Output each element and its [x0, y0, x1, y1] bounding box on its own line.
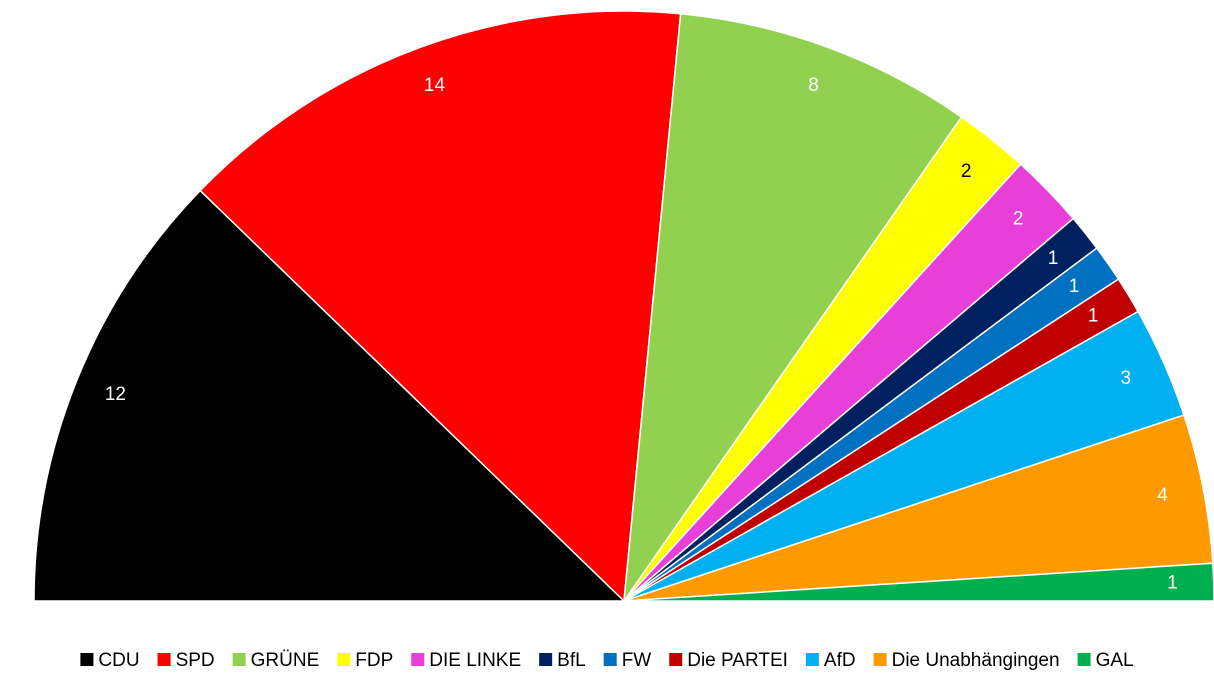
data-label: 2 [961, 161, 972, 182]
legend-swatch [873, 653, 887, 666]
legend-swatch [539, 653, 553, 666]
legend-label: Die PARTEI [687, 650, 788, 671]
data-label: 1 [1088, 306, 1099, 327]
data-label: 1 [1048, 248, 1059, 269]
legend-swatch [157, 653, 171, 666]
data-label: 14 [424, 75, 446, 96]
legend-swatch [337, 653, 351, 666]
data-label: 1 [1069, 276, 1080, 297]
data-label: 1 [1167, 572, 1178, 593]
data-label: 2 [1013, 208, 1024, 229]
legend-label: Die Unabhängingen [892, 650, 1060, 671]
legend-swatch [411, 653, 425, 666]
slice [33, 189, 626, 602]
legend-label: SPD [176, 650, 215, 671]
legend-swatch [232, 653, 246, 666]
data-label: 12 [105, 384, 126, 405]
legend-swatch [1077, 653, 1091, 666]
legend-swatch [603, 653, 617, 666]
legend-swatch [80, 653, 94, 666]
legend-swatch [805, 653, 819, 666]
legend-label: AfD [824, 650, 856, 671]
data-label: 8 [808, 75, 819, 96]
legend-label: CDU [98, 650, 139, 671]
legend-label: BfL [557, 650, 586, 671]
data-label: 4 [1157, 485, 1168, 506]
slice [199, 10, 682, 603]
slice [622, 12, 963, 604]
legend-label: DIE LINKE [429, 650, 521, 671]
legend-label: FW [622, 650, 652, 671]
data-label: 3 [1120, 368, 1131, 389]
legend-label: FDP [355, 650, 393, 671]
legend-swatch [669, 653, 683, 666]
legend-label: GRÜNE [251, 650, 320, 671]
legend-label: GAL [1096, 650, 1134, 671]
